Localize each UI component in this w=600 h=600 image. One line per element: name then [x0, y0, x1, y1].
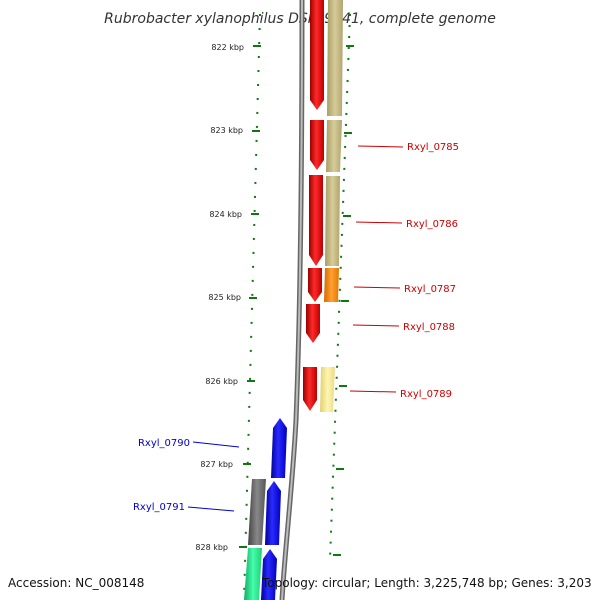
tick-label: 826 kbp	[205, 377, 238, 386]
tick-label: 825 kbp	[208, 293, 241, 302]
gene-arrow-rxyl-0787[interactable]	[308, 268, 322, 302]
right-major-ticks	[333, 45, 354, 556]
forward-gene-labels: Rxyl_0785 Rxyl_0786 Rxyl_0787 Rxyl_0788 …	[349, 142, 459, 400]
accession-text: Accession: NC_008148	[8, 576, 144, 590]
gene-label-rxyl-0787[interactable]: Rxyl_0787	[404, 284, 456, 295]
forward-cds-track	[303, 0, 324, 411]
orange-gene-block[interactable]	[324, 268, 339, 302]
gene-label-rxyl-0790[interactable]: Rxyl_0790	[138, 438, 190, 449]
tan-track	[320, 0, 343, 412]
tick-label: 828 kbp	[195, 543, 228, 552]
gene-arrow-forward[interactable]	[310, 0, 324, 110]
kbp-ruler: 822 kbp 823 kbp 824 kbp 825 kbp 826 kbp …	[195, 43, 261, 552]
gene-label-rxyl-0788[interactable]: Rxyl_0788	[403, 322, 455, 333]
gene-arrow-rxyl-0788[interactable]	[306, 304, 320, 343]
green-gene-block[interactable]	[244, 548, 262, 600]
gene-arrow-reverse[interactable]	[261, 549, 277, 600]
pale-yellow-gene-block[interactable]	[320, 367, 335, 412]
tick-label: 824 kbp	[209, 210, 242, 219]
gene-label-rxyl-0786[interactable]: Rxyl_0786	[406, 219, 458, 230]
gene-arrow-rxyl-0789[interactable]	[303, 367, 317, 411]
gene-label-rxyl-0791[interactable]: Rxyl_0791	[133, 502, 185, 513]
gene-arrow-rxyl-0785[interactable]	[310, 120, 324, 170]
tick-label: 822 kbp	[211, 43, 244, 52]
gene-label-rxyl-0785[interactable]: Rxyl_0785	[407, 142, 459, 153]
gene-label-rxyl-0789[interactable]: Rxyl_0789	[400, 389, 452, 400]
genome-backbone-highlight	[281, 0, 303, 600]
reverse-gene-labels: Rxyl_0790 Rxyl_0791	[133, 438, 240, 513]
gene-arrow-rxyl-0790[interactable]	[271, 418, 287, 478]
reverse-cds-track	[261, 418, 287, 600]
inner-track	[244, 479, 266, 600]
gene-arrow-rxyl-0791[interactable]	[265, 481, 281, 545]
tick-label: 827 kbp	[200, 460, 233, 469]
gray-gene-block[interactable]	[248, 479, 266, 545]
gene-arrow-rxyl-0786[interactable]	[309, 175, 323, 266]
tick-label: 823 kbp	[210, 126, 243, 135]
genome-summary-text: Topology: circular; Length: 3,225,748 bp…	[261, 576, 592, 590]
